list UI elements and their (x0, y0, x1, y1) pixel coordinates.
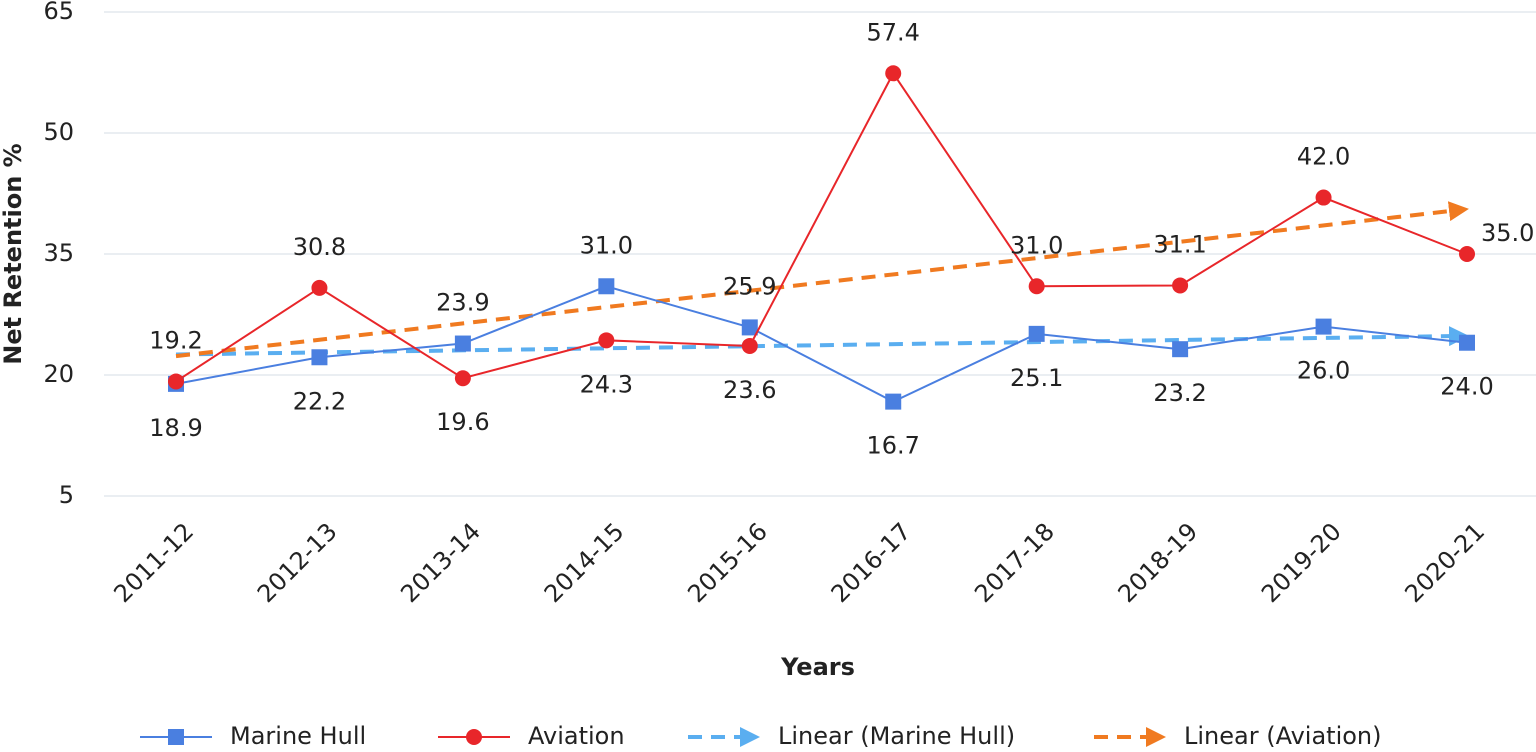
x-tick-label: 2020-21 (1399, 517, 1490, 608)
legend-label: Linear (Aviation) (1184, 722, 1382, 750)
data-label: 31.0 (580, 231, 633, 259)
data-label: 30.8 (293, 233, 346, 261)
y-tick-label: 5 (59, 481, 74, 509)
data-label: 31.1 (1153, 230, 1206, 258)
x-tick-label: 2013-14 (395, 517, 486, 608)
x-tick-label: 2015-16 (682, 517, 773, 608)
data-label: 31.0 (1010, 231, 1063, 259)
data-label: 25.1 (1010, 364, 1063, 392)
y-axis-title: Net Retention % (0, 143, 27, 364)
series-line (175, 71, 1468, 383)
y-tick-label: 65 (43, 0, 74, 25)
y-tick-label: 35 (43, 239, 74, 267)
marker-square (1028, 325, 1045, 342)
marker-circle (168, 373, 184, 390)
data-label: 23.2 (1153, 379, 1206, 407)
data-label: 35.0 (1481, 219, 1534, 247)
x-tick-label: 2014-15 (539, 517, 630, 608)
marker-square (454, 335, 471, 352)
x-tick-label: 2019-20 (1256, 517, 1347, 608)
marker-circle (598, 332, 615, 349)
series-line (175, 285, 1468, 403)
marker-circle (1315, 189, 1332, 206)
x-tick-label: 2011-12 (108, 517, 199, 608)
y-tick-label: 50 (43, 118, 74, 146)
marker-square (741, 319, 758, 336)
x-axis-title: Years (780, 653, 855, 681)
data-label: 24.0 (1440, 373, 1493, 401)
data-label: 23.6 (723, 376, 776, 404)
marker-square (598, 278, 615, 295)
marker-square (1315, 318, 1332, 335)
marker-circle (311, 279, 328, 296)
x-tick-label: 2016-17 (826, 517, 917, 608)
marker-circle (1459, 246, 1475, 262)
legend-marker (168, 729, 184, 745)
marker-circle (454, 370, 471, 387)
marker-square (1459, 334, 1475, 351)
legend-marker (466, 729, 482, 745)
marker-square (885, 393, 902, 410)
y-tick-label: 20 (43, 360, 74, 388)
data-label: 19.2 (149, 326, 202, 354)
x-tick-label: 2012-13 (252, 517, 343, 608)
marker-square (311, 349, 328, 366)
x-tick-label: 2018-19 (1113, 517, 1204, 608)
data-label: 22.2 (293, 387, 346, 415)
marker-circle (885, 65, 902, 82)
marker-circle (1172, 277, 1189, 294)
legend-label: Aviation (528, 722, 625, 750)
data-label: 23.9 (436, 289, 489, 317)
marker-circle (1028, 278, 1045, 295)
x-tick-label: 2017-18 (969, 517, 1060, 608)
data-label: 19.6 (436, 408, 489, 436)
data-label: 24.3 (580, 370, 633, 398)
data-label: 57.4 (867, 18, 920, 46)
legend-label: Marine Hull (230, 722, 366, 750)
data-label: 18.9 (149, 414, 202, 442)
marker-square (1172, 341, 1189, 358)
data-label: 42.0 (1297, 143, 1350, 171)
legend-label: Linear (Marine Hull) (778, 722, 1015, 750)
data-label: 26.0 (1297, 357, 1350, 385)
data-label: 16.7 (867, 432, 920, 460)
data-label: 25.9 (723, 272, 776, 300)
marker-circle (741, 337, 758, 354)
